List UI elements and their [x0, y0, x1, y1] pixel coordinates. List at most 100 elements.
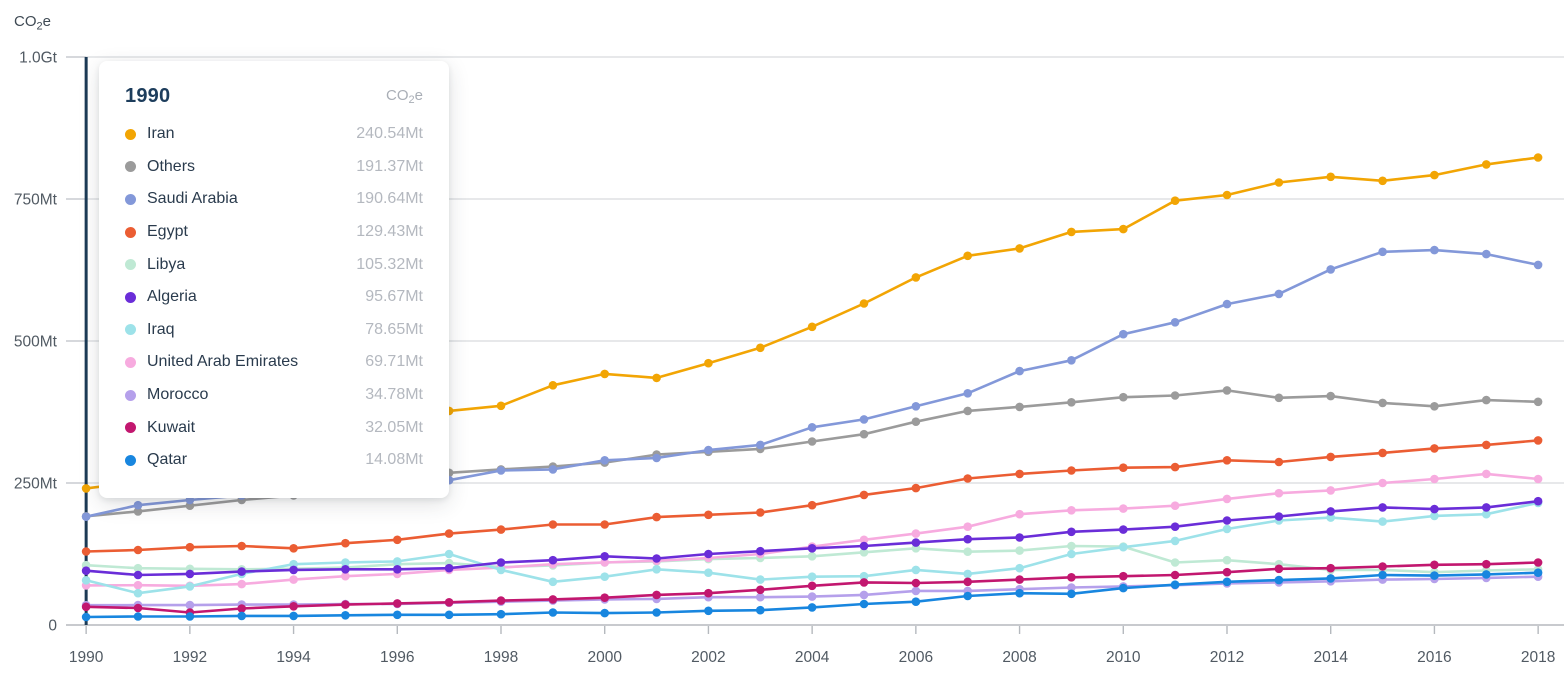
data-point[interactable] [185, 542, 195, 552]
data-point[interactable] [1482, 249, 1491, 259]
data-point[interactable] [756, 585, 765, 595]
data-point[interactable] [496, 401, 506, 411]
data-point[interactable] [911, 586, 921, 596]
data-point[interactable] [237, 604, 246, 613]
data-point[interactable] [341, 565, 350, 574]
data-point[interactable] [963, 406, 972, 416]
data-point[interactable] [548, 555, 558, 565]
data-point[interactable] [652, 565, 661, 574]
data-point[interactable] [289, 575, 298, 584]
data-point[interactable] [1067, 549, 1076, 559]
data-point[interactable] [1222, 299, 1232, 309]
data-point[interactable] [1119, 525, 1128, 534]
data-point[interactable] [496, 596, 506, 605]
data-point[interactable] [185, 600, 195, 610]
data-point[interactable] [341, 558, 350, 567]
data-point[interactable] [1430, 511, 1439, 521]
data-point[interactable] [1482, 395, 1491, 405]
data-point[interactable] [1378, 562, 1387, 571]
data-point[interactable] [548, 577, 558, 587]
data-point[interactable] [1067, 527, 1076, 537]
data-point[interactable] [963, 547, 972, 556]
data-point[interactable] [963, 591, 972, 601]
data-point[interactable] [859, 490, 869, 500]
data-point[interactable] [756, 546, 765, 556]
data-point[interactable] [1274, 575, 1284, 585]
data-point[interactable] [1222, 567, 1232, 577]
data-point[interactable] [859, 541, 869, 551]
data-point[interactable] [393, 557, 402, 566]
data-point[interactable] [756, 343, 765, 353]
data-point[interactable] [652, 512, 661, 522]
data-point[interactable] [1378, 570, 1387, 580]
data-point[interactable] [1482, 469, 1491, 479]
data-point[interactable] [289, 611, 298, 621]
data-point[interactable] [1015, 509, 1024, 519]
data-point[interactable] [1170, 462, 1180, 472]
data-point[interactable] [1274, 457, 1284, 467]
data-point[interactable] [1430, 571, 1439, 580]
data-point[interactable] [807, 423, 817, 432]
data-point[interactable] [237, 579, 246, 589]
data-point[interactable] [185, 582, 195, 591]
data-point[interactable] [1119, 463, 1128, 473]
data-point[interactable] [237, 611, 246, 621]
data-point[interactable] [1015, 366, 1024, 376]
data-point[interactable] [548, 520, 558, 529]
data-point[interactable] [1222, 516, 1232, 525]
data-point[interactable] [1533, 260, 1543, 270]
data-point[interactable] [133, 570, 143, 580]
data-point[interactable] [704, 588, 713, 598]
data-point[interactable] [807, 500, 817, 510]
data-point[interactable] [81, 566, 91, 575]
data-point[interactable] [600, 369, 609, 379]
data-point[interactable] [1326, 265, 1335, 274]
data-point[interactable] [1326, 391, 1335, 401]
data-point[interactable] [807, 437, 817, 446]
data-point[interactable] [911, 483, 921, 493]
data-point[interactable] [289, 602, 298, 611]
data-point[interactable] [1119, 504, 1128, 513]
data-point[interactable] [911, 565, 921, 575]
data-point[interactable] [1067, 356, 1076, 365]
data-point[interactable] [1482, 160, 1491, 169]
data-point[interactable] [393, 565, 402, 574]
data-point[interactable] [81, 484, 91, 493]
data-point[interactable] [600, 608, 609, 618]
data-point[interactable] [1430, 170, 1439, 180]
data-point[interactable] [1222, 386, 1232, 395]
data-point[interactable] [133, 563, 143, 573]
data-point[interactable] [600, 552, 609, 561]
data-point[interactable] [652, 590, 661, 600]
data-point[interactable] [704, 606, 713, 616]
data-point[interactable] [1274, 289, 1284, 299]
data-point[interactable] [600, 456, 609, 465]
data-point[interactable] [133, 545, 143, 555]
data-point[interactable] [1274, 512, 1284, 521]
data-point[interactable] [1170, 522, 1180, 531]
data-point[interactable] [1067, 466, 1076, 475]
data-point[interactable] [1222, 555, 1232, 565]
data-point[interactable] [444, 563, 454, 573]
data-point[interactable] [548, 608, 558, 617]
data-point[interactable] [807, 603, 817, 612]
data-point[interactable] [133, 500, 143, 510]
data-point[interactable] [1430, 504, 1439, 514]
data-point[interactable] [1067, 541, 1076, 551]
data-point[interactable] [963, 534, 972, 544]
data-point[interactable] [1170, 558, 1180, 567]
data-point[interactable] [1015, 469, 1024, 479]
data-point[interactable] [393, 599, 402, 608]
data-point[interactable] [185, 569, 195, 579]
data-point[interactable] [1326, 172, 1335, 182]
data-point[interactable] [1222, 577, 1232, 587]
data-point[interactable] [1067, 506, 1076, 515]
data-point[interactable] [704, 568, 713, 577]
data-point[interactable] [600, 572, 609, 581]
data-point[interactable] [1222, 190, 1232, 200]
data-point[interactable] [1119, 329, 1128, 339]
data-point[interactable] [1222, 494, 1232, 504]
data-point[interactable] [756, 575, 765, 584]
data-point[interactable] [1533, 474, 1543, 484]
data-point[interactable] [1170, 391, 1180, 400]
